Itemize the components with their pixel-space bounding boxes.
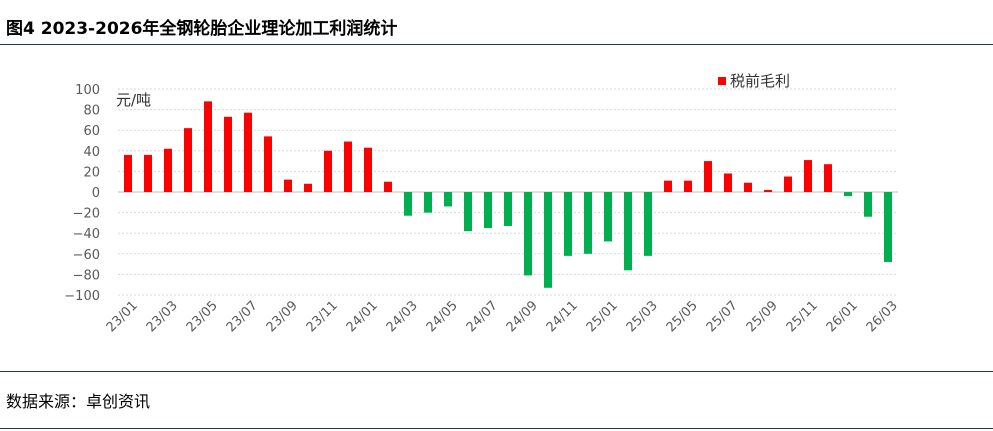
x-tick-label: 25/07 [704, 298, 741, 335]
bar-23-01 [124, 154, 132, 192]
x-tick-label: 26/01 [824, 298, 861, 335]
x-tick-label: 25/11 [784, 298, 821, 335]
x-tick-label: 24/03 [384, 298, 421, 335]
x-tick-label: 24/01 [344, 298, 381, 335]
bar-23-10 [304, 183, 312, 192]
chart-title: 图4 2023-2026年全钢轮胎企业理论加工利润统计 [6, 19, 398, 39]
y-tick-label: −20 [73, 207, 100, 222]
bar-25-10 [784, 176, 792, 192]
bar-23-03 [164, 148, 172, 192]
bar-25-11 [804, 160, 812, 192]
y-tick-label: 20 [83, 165, 100, 180]
bar-24-02 [384, 181, 392, 192]
x-tick-label: 24/11 [544, 298, 581, 335]
bar-23-05 [204, 101, 212, 192]
bar-23-08 [264, 136, 272, 192]
bar-25-02 [624, 192, 632, 271]
x-tick-label: 24/07 [464, 298, 501, 335]
y-tick-label: 100 [75, 83, 100, 98]
x-tick-label: 23/01 [104, 298, 141, 335]
x-tick-label: 23/05 [184, 298, 221, 335]
footer-rule [0, 371, 993, 372]
bar-25-01 [604, 192, 612, 242]
bar-24-11 [564, 192, 572, 256]
bar-24-12 [584, 192, 592, 254]
bar-25-07 [724, 173, 732, 192]
bar-24-10 [544, 192, 552, 288]
bar-23-04 [184, 128, 192, 192]
bar-24-09 [524, 192, 532, 276]
y-tick-label: 60 [83, 124, 100, 139]
x-tick-label: 23/11 [304, 298, 341, 335]
source-note: 数据来源：卓创资讯 [6, 392, 151, 411]
legend-swatch [718, 77, 726, 85]
bar-24-08 [504, 192, 512, 226]
bar-26-02 [864, 192, 872, 217]
bar-24-06 [464, 192, 472, 232]
x-tick-label: 23/07 [224, 298, 261, 335]
x-tick-label: 25/09 [744, 298, 781, 335]
bar-25-03 [644, 192, 652, 256]
bar-24-07 [484, 192, 492, 229]
bar-24-04 [424, 192, 432, 213]
y-tick-label: −40 [73, 227, 100, 242]
x-tick-label: 25/03 [624, 298, 661, 335]
bar-24-03 [404, 192, 412, 216]
y-tick-label: 0 [92, 186, 100, 201]
bar-23-07 [244, 112, 252, 192]
bar-25-05 [684, 180, 692, 192]
bar-25-04 [664, 180, 672, 192]
bar-23-06 [224, 116, 232, 192]
bar-24-01 [364, 147, 372, 192]
x-axis-ticks: 23/01 23/03 23/05 23/07 23/09 23/11 24/01 24/03… [104, 298, 901, 335]
x-tick-label: 24/05 [424, 298, 461, 335]
bottom-rule [0, 428, 993, 429]
x-tick-label: 25/01 [584, 298, 621, 335]
title-rule [0, 44, 993, 45]
bar-25-12 [824, 164, 832, 192]
bar-23-09 [284, 179, 292, 192]
bar-25-09 [764, 189, 772, 192]
x-tick-label: 23/09 [264, 298, 301, 335]
y-tick-label: 80 [83, 104, 100, 119]
bar-26-03 [884, 192, 892, 263]
bars [124, 101, 892, 288]
y-tick-label: −80 [73, 268, 100, 283]
bar-26-01 [844, 192, 852, 197]
legend-label: 税前毛利 [730, 72, 790, 90]
bar-23-02 [144, 154, 152, 192]
x-tick-label: 26/03 [864, 298, 901, 335]
bar-25-06 [704, 161, 712, 192]
x-tick-label: 24/09 [504, 298, 541, 335]
y-tick-label: 40 [83, 145, 100, 160]
y-axis-ticks: 100 80 60 40 20 0 −20 −40 −60 −80 −100 [64, 83, 100, 304]
x-tick-label: 23/03 [144, 298, 181, 335]
unit-label: 元/吨 [116, 91, 151, 109]
bar-23-12 [344, 141, 352, 192]
bar-25-08 [744, 182, 752, 192]
y-tick-label: −100 [64, 289, 100, 304]
x-tick-label: 25/05 [664, 298, 701, 335]
bar-23-11 [324, 150, 332, 192]
y-tick-label: −60 [73, 248, 100, 263]
bar-24-05 [444, 192, 452, 207]
